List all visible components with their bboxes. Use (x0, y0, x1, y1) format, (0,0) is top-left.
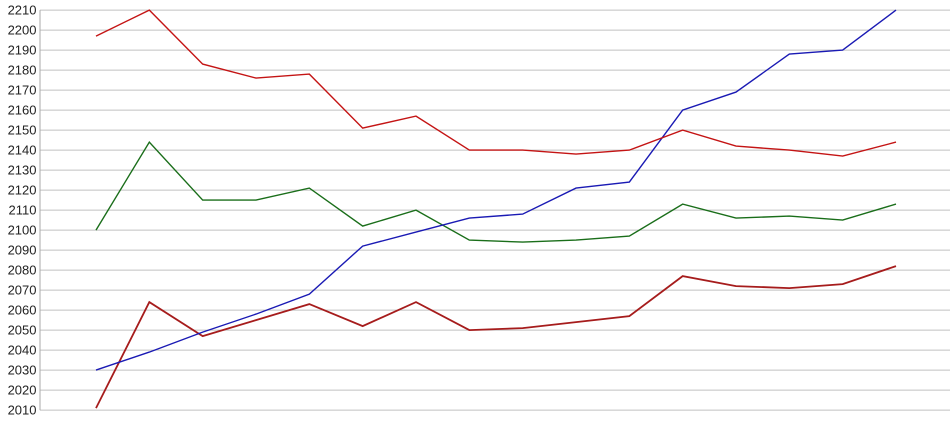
svg-text:2190: 2190 (8, 43, 37, 58)
svg-text:2060: 2060 (8, 303, 37, 318)
svg-text:2160: 2160 (8, 103, 37, 118)
svg-text:2210: 2210 (8, 3, 37, 18)
svg-text:2150: 2150 (8, 123, 37, 138)
svg-text:2100: 2100 (8, 223, 37, 238)
svg-text:2110: 2110 (9, 203, 37, 218)
svg-text:2070: 2070 (8, 283, 37, 298)
svg-text:2140: 2140 (8, 143, 37, 158)
svg-text:2010: 2010 (8, 403, 37, 418)
svg-text:2120: 2120 (8, 183, 37, 198)
svg-text:2080: 2080 (8, 263, 37, 278)
svg-text:2040: 2040 (8, 343, 37, 358)
svg-text:2090: 2090 (8, 243, 37, 258)
svg-text:2030: 2030 (8, 363, 37, 378)
svg-text:2170: 2170 (8, 83, 37, 98)
svg-text:2130: 2130 (8, 163, 37, 178)
svg-text:2200: 2200 (8, 23, 37, 38)
svg-text:2180: 2180 (8, 63, 37, 78)
svg-text:2050: 2050 (8, 323, 37, 338)
svg-text:2020: 2020 (8, 383, 37, 398)
